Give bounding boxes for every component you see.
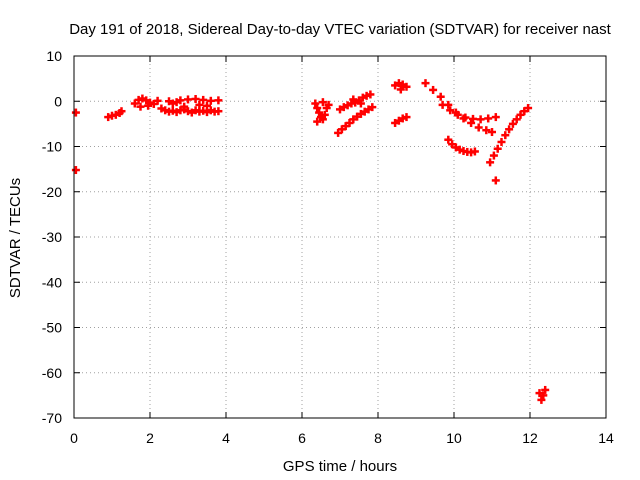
data-points xyxy=(71,79,550,404)
data-point xyxy=(482,126,491,135)
data-point xyxy=(320,110,329,119)
data-point xyxy=(214,107,223,116)
data-point xyxy=(512,115,521,124)
y-tick-label: -20 xyxy=(42,184,62,200)
data-point xyxy=(144,101,153,110)
x-tick-label: 10 xyxy=(446,430,462,446)
data-point xyxy=(508,119,517,128)
chart-title: Day 191 of 2018, Sidereal Day-to-day VTE… xyxy=(69,21,611,38)
data-point xyxy=(491,176,500,185)
data-point xyxy=(476,115,485,124)
data-point xyxy=(489,151,498,160)
y-tick-label: -10 xyxy=(42,139,62,155)
data-point xyxy=(195,100,204,109)
data-point xyxy=(318,115,327,124)
x-tick-label: 6 xyxy=(298,430,306,446)
data-point xyxy=(438,100,447,109)
data-point xyxy=(203,101,211,110)
data-point xyxy=(402,82,411,91)
x-tick-label: 2 xyxy=(146,430,154,446)
data-point xyxy=(429,85,438,94)
data-point xyxy=(206,96,215,105)
data-point xyxy=(491,113,500,122)
grid-lines xyxy=(74,56,606,418)
axis-ticks: 0 2 4 6 8 10 12 14 10 0 -10 -20 -30 -40 -50 -60 -70 xyxy=(42,48,614,446)
y-tick-label: 10 xyxy=(46,48,62,64)
data-point xyxy=(180,102,189,111)
data-point xyxy=(368,103,377,112)
data-point xyxy=(493,144,502,153)
data-point xyxy=(488,128,496,137)
data-point xyxy=(537,395,546,404)
data-point xyxy=(315,108,324,117)
data-point xyxy=(470,147,479,156)
x-tick-label: 0 xyxy=(70,430,78,446)
data-point xyxy=(446,106,455,115)
x-tick-label: 8 xyxy=(374,430,382,446)
data-point xyxy=(474,123,483,132)
y-axis-label: SDTVAR / TECUs xyxy=(7,178,24,298)
data-point xyxy=(469,114,477,123)
data-point xyxy=(356,99,365,108)
data-point xyxy=(484,114,493,123)
data-point xyxy=(402,113,411,122)
data-point xyxy=(191,94,200,103)
x-tick-label: 12 xyxy=(522,430,538,446)
x-axis-label: GPS time / hours xyxy=(283,458,397,475)
y-tick-label: -30 xyxy=(42,229,62,245)
data-point xyxy=(467,118,476,127)
data-point xyxy=(366,90,375,99)
data-point xyxy=(117,107,126,116)
data-point xyxy=(324,100,333,109)
data-point xyxy=(184,95,192,104)
data-point xyxy=(539,391,548,400)
data-point xyxy=(71,108,80,117)
data-point xyxy=(421,79,430,88)
data-point xyxy=(396,85,405,94)
x-tick-label: 14 xyxy=(598,430,614,446)
data-point xyxy=(71,166,80,175)
data-point xyxy=(349,95,358,104)
data-point xyxy=(444,135,453,144)
data-point xyxy=(541,385,550,394)
data-point xyxy=(313,104,322,113)
data-point xyxy=(453,110,462,119)
y-tick-label: -40 xyxy=(42,274,62,290)
y-tick-label: -70 xyxy=(42,410,62,426)
data-point xyxy=(153,96,162,105)
data-point xyxy=(176,96,185,105)
y-tick-label: -60 xyxy=(42,365,62,381)
x-tick-label: 4 xyxy=(222,430,230,446)
y-tick-label: 0 xyxy=(54,93,62,109)
y-tick-label: -50 xyxy=(42,320,62,336)
data-point xyxy=(318,98,327,107)
data-point xyxy=(461,113,470,122)
data-point xyxy=(199,95,208,104)
data-point xyxy=(136,102,145,111)
data-point xyxy=(214,96,223,105)
data-point xyxy=(311,99,320,108)
data-point xyxy=(501,131,510,140)
data-point xyxy=(497,137,506,146)
data-point xyxy=(313,117,322,126)
data-point xyxy=(436,92,445,101)
data-point xyxy=(505,125,514,134)
data-point xyxy=(524,104,533,113)
data-point xyxy=(486,158,495,167)
